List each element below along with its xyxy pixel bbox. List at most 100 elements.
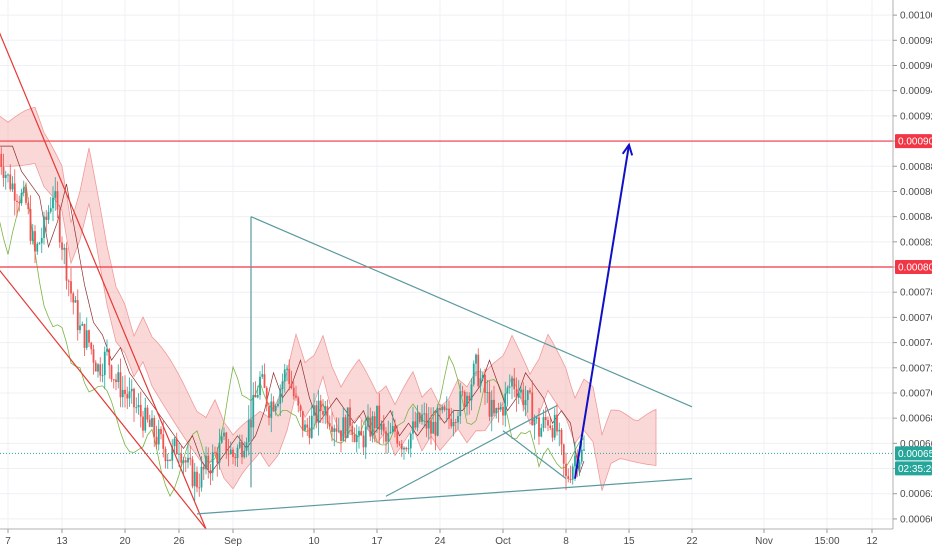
candle-up[interactable]: [479, 378, 482, 387]
candle-up[interactable]: [580, 449, 583, 462]
candle-up[interactable]: [520, 389, 522, 393]
candle-down[interactable]: [162, 434, 165, 449]
candle-up[interactable]: [85, 330, 88, 348]
candle-up[interactable]: [526, 390, 529, 401]
triangle-lower[interactable]: [196, 478, 693, 515]
candle-up[interactable]: [452, 422, 455, 427]
candle-down[interactable]: [234, 456, 237, 459]
candle-down[interactable]: [567, 476, 570, 479]
candle-up[interactable]: [81, 323, 84, 326]
candle-down[interactable]: [94, 362, 97, 372]
candle-up[interactable]: [578, 461, 581, 469]
candle-down[interactable]: [169, 459, 171, 461]
candle-up[interactable]: [166, 459, 169, 462]
candle-down[interactable]: [184, 460, 187, 463]
candle-down[interactable]: [108, 349, 111, 366]
candle-down[interactable]: [515, 389, 518, 398]
candle-up[interactable]: [364, 426, 367, 448]
candle-up[interactable]: [412, 421, 414, 434]
candle-up[interactable]: [524, 400, 527, 406]
candle-down[interactable]: [90, 342, 93, 350]
candle-down[interactable]: [454, 422, 457, 424]
candle-down[interactable]: [265, 387, 268, 407]
candle-up[interactable]: [54, 191, 57, 198]
candle-up[interactable]: [324, 406, 327, 415]
candle-up[interactable]: [346, 407, 349, 438]
candle-up[interactable]: [121, 389, 124, 398]
candle-up[interactable]: [389, 431, 392, 434]
candle-up[interactable]: [506, 387, 509, 394]
target-arrow[interactable]: [574, 144, 630, 479]
candle-up[interactable]: [243, 450, 246, 458]
candle-down[interactable]: [232, 449, 234, 457]
candle-down[interactable]: [344, 417, 347, 438]
candle-up[interactable]: [256, 395, 259, 398]
candle-down[interactable]: [146, 407, 149, 420]
candle-down[interactable]: [268, 406, 270, 418]
candle-up[interactable]: [135, 407, 138, 409]
candle-down[interactable]: [549, 425, 552, 429]
candle-down[interactable]: [340, 430, 342, 441]
candle-down[interactable]: [25, 187, 27, 203]
triangle-upper[interactable]: [250, 216, 693, 408]
candle-down[interactable]: [513, 378, 516, 390]
candle-down[interactable]: [308, 427, 311, 438]
candle-down[interactable]: [331, 426, 333, 432]
candle-down[interactable]: [198, 487, 201, 489]
candle-up[interactable]: [358, 430, 360, 436]
candle-down[interactable]: [351, 425, 354, 436]
inner-rising-line[interactable]: [385, 405, 558, 497]
candle-up[interactable]: [574, 455, 576, 467]
candle-up[interactable]: [218, 442, 221, 463]
candle-down[interactable]: [547, 420, 549, 426]
candle-down[interactable]: [119, 372, 122, 398]
candle-up[interactable]: [459, 391, 462, 417]
descending-channel-lower[interactable]: [0, 269, 207, 530]
candle-up[interactable]: [193, 471, 196, 487]
candle-down[interactable]: [414, 421, 417, 428]
candle-down[interactable]: [34, 231, 36, 252]
candle-up[interactable]: [173, 438, 176, 447]
candle-up[interactable]: [486, 391, 489, 393]
candle-up[interactable]: [286, 368, 288, 370]
candle-down[interactable]: [272, 401, 275, 411]
candle-down[interactable]: [430, 420, 432, 434]
candle-up[interactable]: [475, 354, 477, 364]
candle-down[interactable]: [292, 387, 295, 397]
candle-down[interactable]: [124, 389, 126, 395]
candle-down[interactable]: [301, 411, 304, 431]
candle-up[interactable]: [151, 418, 153, 427]
candle-up[interactable]: [380, 423, 383, 430]
candle-up[interactable]: [508, 386, 511, 388]
candle-down[interactable]: [254, 395, 257, 398]
candle-up[interactable]: [117, 372, 120, 383]
candle-down[interactable]: [396, 431, 399, 444]
candle-down[interactable]: [538, 417, 540, 437]
candle-up[interactable]: [20, 192, 23, 204]
candle-down[interactable]: [385, 431, 387, 442]
candle-down[interactable]: [56, 191, 59, 210]
candle-up[interactable]: [63, 247, 66, 250]
candle-up[interactable]: [441, 406, 444, 411]
candle-down[interactable]: [110, 365, 113, 380]
candle-down[interactable]: [326, 406, 329, 424]
candle-up[interactable]: [205, 455, 207, 470]
candle-down[interactable]: [2, 167, 5, 178]
candle-up[interactable]: [47, 211, 50, 220]
candle-down[interactable]: [522, 389, 525, 406]
candle-down[interactable]: [418, 413, 421, 422]
candle-down[interactable]: [227, 453, 230, 455]
candle-up[interactable]: [421, 414, 423, 422]
candle-down[interactable]: [164, 448, 167, 462]
candle-down[interactable]: [306, 424, 309, 428]
candle-down[interactable]: [29, 209, 32, 241]
candle-down[interactable]: [531, 392, 534, 426]
candle-down[interactable]: [544, 417, 547, 421]
candle-up[interactable]: [236, 447, 239, 459]
candle-up[interactable]: [247, 419, 250, 443]
candle-up[interactable]: [342, 417, 345, 441]
candle-down[interactable]: [13, 183, 16, 201]
candle-down[interactable]: [551, 428, 554, 438]
candle-up[interactable]: [553, 414, 556, 438]
